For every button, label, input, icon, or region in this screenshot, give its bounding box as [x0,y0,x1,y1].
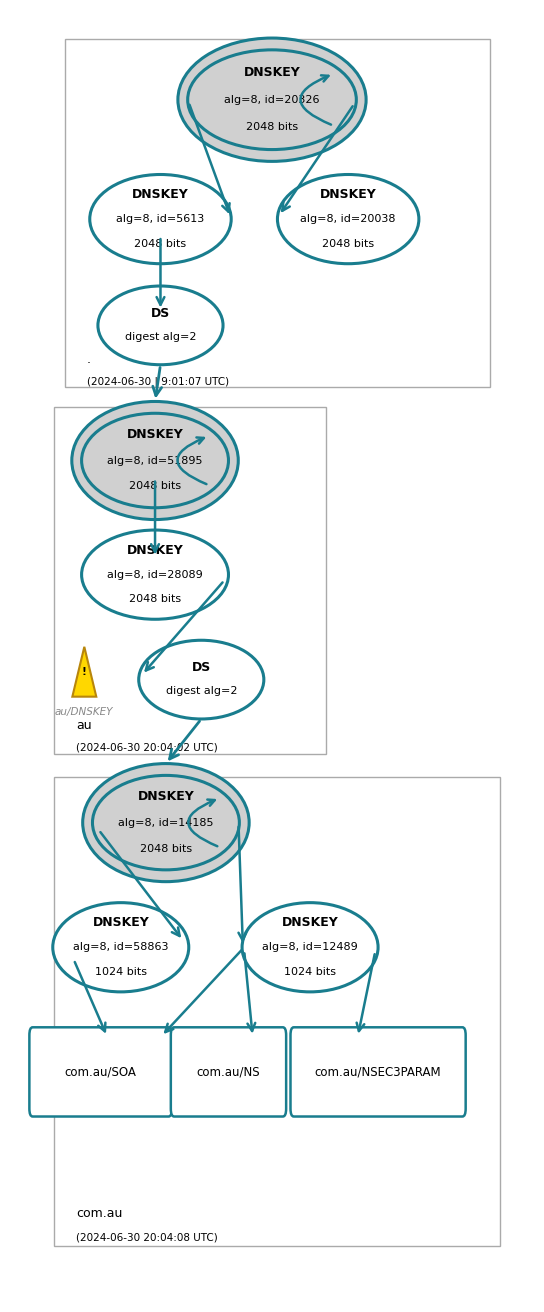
Ellipse shape [98,286,223,365]
Text: 2048 bits: 2048 bits [129,594,181,605]
Text: digest alg=2: digest alg=2 [125,332,196,342]
Text: 2048 bits: 2048 bits [134,239,187,249]
Text: 2048 bits: 2048 bits [129,482,181,492]
Text: com.au/SOA: com.au/SOA [65,1065,137,1078]
Ellipse shape [178,38,366,161]
Text: digest alg=2: digest alg=2 [165,686,237,697]
Text: (2024-06-30 | 9:01:07 UTC): (2024-06-30 | 9:01:07 UTC) [87,377,229,387]
Text: DNSKEY: DNSKEY [127,543,183,556]
Text: au/DNSKEY: au/DNSKEY [55,707,114,718]
Text: alg=8, id=14185: alg=8, id=14185 [118,817,214,828]
FancyBboxPatch shape [54,777,500,1246]
Text: com.au/NS: com.au/NS [197,1065,260,1078]
Text: alg=8, id=58863: alg=8, id=58863 [73,942,169,953]
Text: (2024-06-30 20:04:02 UTC): (2024-06-30 20:04:02 UTC) [76,743,218,753]
Text: DS: DS [151,307,170,320]
FancyBboxPatch shape [29,1027,172,1117]
Text: com.au: com.au [76,1207,122,1220]
Text: 2048 bits: 2048 bits [140,844,192,854]
Ellipse shape [188,50,356,150]
Text: 1024 bits: 1024 bits [95,967,147,977]
Text: alg=8, id=20038: alg=8, id=20038 [300,214,396,224]
Text: alg=8, id=20326: alg=8, id=20326 [224,94,320,105]
Text: DNSKEY: DNSKEY [282,916,338,929]
Ellipse shape [82,530,228,619]
Text: DNSKEY: DNSKEY [244,66,300,79]
Text: alg=8, id=5613: alg=8, id=5613 [116,214,205,224]
Text: DS: DS [191,661,211,674]
Ellipse shape [72,401,238,520]
Text: alg=8, id=28089: alg=8, id=28089 [107,569,203,580]
Ellipse shape [90,174,231,264]
Ellipse shape [83,764,249,882]
Text: .: . [87,353,91,366]
Text: !: ! [82,666,86,677]
Ellipse shape [139,640,264,719]
Text: com.au/NSEC3PARAM: com.au/NSEC3PARAM [315,1065,441,1078]
Ellipse shape [242,903,378,992]
Text: 2048 bits: 2048 bits [322,239,374,249]
Text: alg=8, id=12489: alg=8, id=12489 [262,942,358,953]
FancyBboxPatch shape [54,407,326,754]
Text: (2024-06-30 20:04:08 UTC): (2024-06-30 20:04:08 UTC) [76,1232,218,1242]
Text: DNSKEY: DNSKEY [320,188,376,201]
Text: DNSKEY: DNSKEY [92,916,149,929]
Ellipse shape [82,413,228,508]
Text: DNSKEY: DNSKEY [138,790,194,803]
Text: au: au [76,719,92,732]
Text: 1024 bits: 1024 bits [284,967,336,977]
Ellipse shape [92,775,239,870]
FancyBboxPatch shape [171,1027,286,1117]
Polygon shape [72,647,96,697]
FancyBboxPatch shape [65,39,490,387]
Text: DNSKEY: DNSKEY [132,188,189,201]
Ellipse shape [53,903,189,992]
Text: 2048 bits: 2048 bits [246,122,298,133]
Ellipse shape [277,174,419,264]
FancyBboxPatch shape [290,1027,466,1117]
Text: DNSKEY: DNSKEY [127,428,183,441]
Text: alg=8, id=51895: alg=8, id=51895 [107,455,203,466]
